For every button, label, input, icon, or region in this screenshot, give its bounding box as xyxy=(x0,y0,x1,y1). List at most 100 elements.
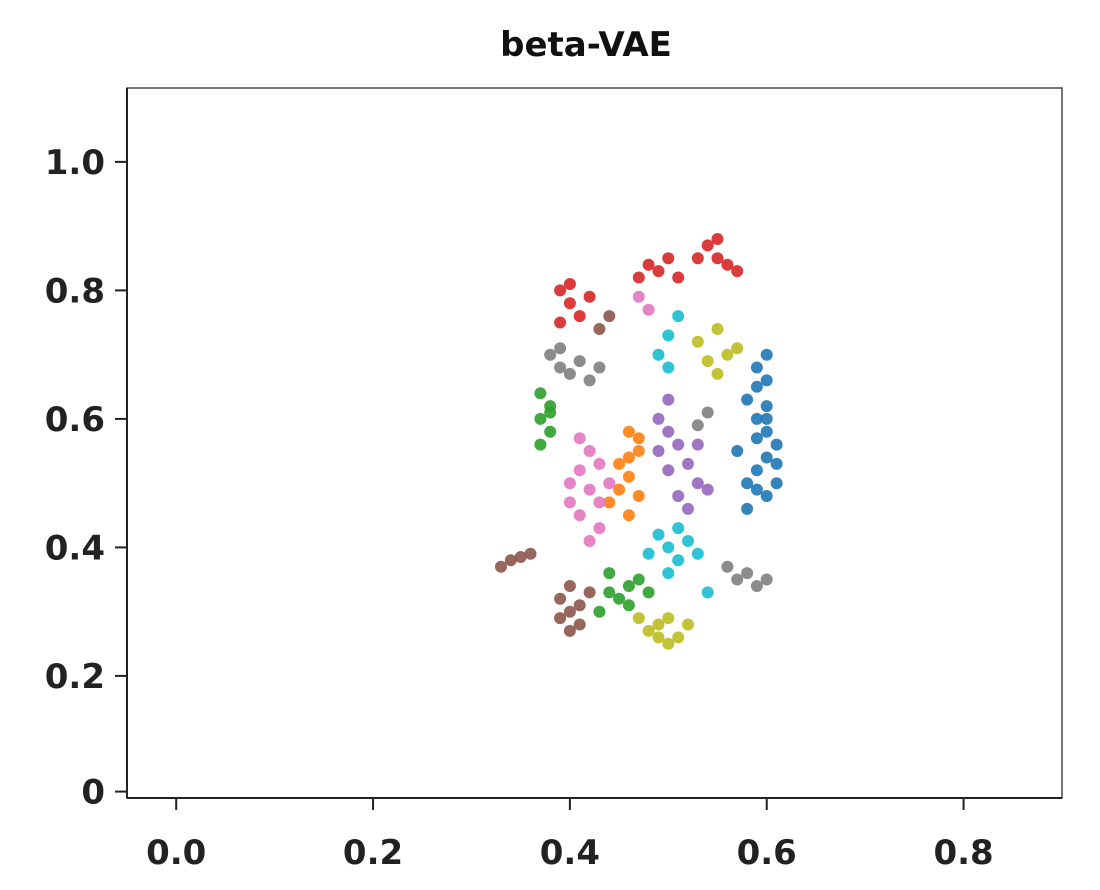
scatter-point xyxy=(701,406,714,419)
data-points xyxy=(495,233,783,650)
scatter-point xyxy=(652,445,665,457)
y-tick-label: 1.0 xyxy=(45,143,105,183)
y-tick-label: 0.8 xyxy=(45,271,105,311)
scatter-point xyxy=(750,580,763,592)
scatter-point xyxy=(593,361,606,374)
x-tick-label: 0.8 xyxy=(933,833,993,873)
scatter-point xyxy=(760,573,773,586)
scatter-point xyxy=(691,438,704,451)
scatter-point xyxy=(662,612,675,625)
scatter-point xyxy=(632,432,645,445)
plot-frame xyxy=(126,87,1063,799)
scatter-point xyxy=(642,547,655,560)
scatter-point xyxy=(741,393,754,406)
scatter-point xyxy=(583,483,596,496)
x-tick-label: 0.4 xyxy=(540,833,600,873)
scatter-point xyxy=(652,348,665,361)
scatter-point xyxy=(632,573,645,586)
scatter-point xyxy=(554,612,567,625)
scatter-point xyxy=(534,412,547,425)
scatter-point xyxy=(741,477,754,490)
scatter-point xyxy=(750,412,763,425)
scatter-point xyxy=(622,509,635,522)
scatter-point xyxy=(662,425,675,438)
x-tick-label: 0.2 xyxy=(343,833,403,873)
scatter-point xyxy=(514,551,527,563)
scatter-point xyxy=(593,323,606,335)
y-tick-label: 0.6 xyxy=(45,400,105,440)
scatter-point xyxy=(711,323,724,335)
scatter-point xyxy=(504,554,517,567)
scatter-point xyxy=(750,432,763,445)
scatter-point xyxy=(632,612,645,625)
scatter-point xyxy=(632,271,645,284)
scatter-point xyxy=(563,367,576,380)
scatter-point xyxy=(662,541,675,554)
scatter-point xyxy=(622,451,635,464)
scatter-point xyxy=(682,457,694,470)
scatter-point xyxy=(750,464,763,477)
scatter-point xyxy=(652,618,665,631)
scatter-point xyxy=(731,265,744,278)
scatter-point xyxy=(495,560,507,573)
scatter-point xyxy=(544,425,557,438)
scatter-point xyxy=(672,522,685,535)
scatter-point xyxy=(731,445,744,457)
scatter-point xyxy=(563,605,576,618)
scatter-point xyxy=(583,290,596,303)
scatter-point xyxy=(760,451,773,464)
scatter-point xyxy=(741,502,754,515)
scatter-point xyxy=(583,445,596,457)
scatter-point xyxy=(573,432,586,445)
y-tick-label: 0 xyxy=(81,773,105,813)
scatter-point xyxy=(554,342,567,355)
scatter-point xyxy=(672,490,685,502)
scatter-point xyxy=(672,271,685,284)
scatter-point xyxy=(632,490,645,502)
scatter-point xyxy=(534,438,547,451)
scatter-point xyxy=(583,586,596,599)
scatter-point xyxy=(691,419,704,432)
scatter-point xyxy=(573,355,586,368)
scatter-point xyxy=(672,438,685,451)
scatter-point xyxy=(770,457,783,470)
scatter-point xyxy=(603,477,616,490)
scatter-point xyxy=(711,252,724,265)
scatter-point xyxy=(652,631,665,644)
scatter-point xyxy=(622,599,635,612)
scatter-point xyxy=(691,335,704,348)
scatter-point xyxy=(691,252,704,265)
chart-title: beta-VAE xyxy=(500,25,672,65)
scatter-point xyxy=(691,477,704,490)
scatter-point xyxy=(760,490,773,502)
scatter-point xyxy=(603,586,616,599)
scatter-point xyxy=(731,342,744,355)
scatter-point xyxy=(563,580,576,592)
scatter-point xyxy=(760,412,773,425)
scatter-point xyxy=(750,380,763,393)
scatter-point xyxy=(760,400,773,413)
scatter-point xyxy=(544,348,557,361)
y-axis-ticks: 0 0.2 0.4 0.6 0.8 1.0 xyxy=(45,143,127,813)
scatter-point xyxy=(691,547,704,560)
scatter-point xyxy=(554,361,567,374)
scatter-point xyxy=(583,535,596,547)
scatter-point xyxy=(632,290,645,303)
scatter-point xyxy=(642,586,655,599)
scatter-point xyxy=(760,425,773,438)
scatter-point xyxy=(662,464,675,477)
y-tick-label: 0.2 xyxy=(45,657,105,697)
scatter-point xyxy=(573,310,586,323)
scatter-point xyxy=(701,239,714,252)
scatter-point xyxy=(613,457,626,470)
scatter-point xyxy=(593,457,606,470)
scatter-point xyxy=(662,393,675,406)
scatter-point xyxy=(701,355,714,368)
scatter-point xyxy=(662,329,675,342)
scatter-point xyxy=(613,592,626,605)
y-tick-label: 0.4 xyxy=(45,528,105,568)
scatter-point xyxy=(672,631,685,644)
scatter-point xyxy=(593,522,606,535)
scatter-point xyxy=(652,528,665,541)
